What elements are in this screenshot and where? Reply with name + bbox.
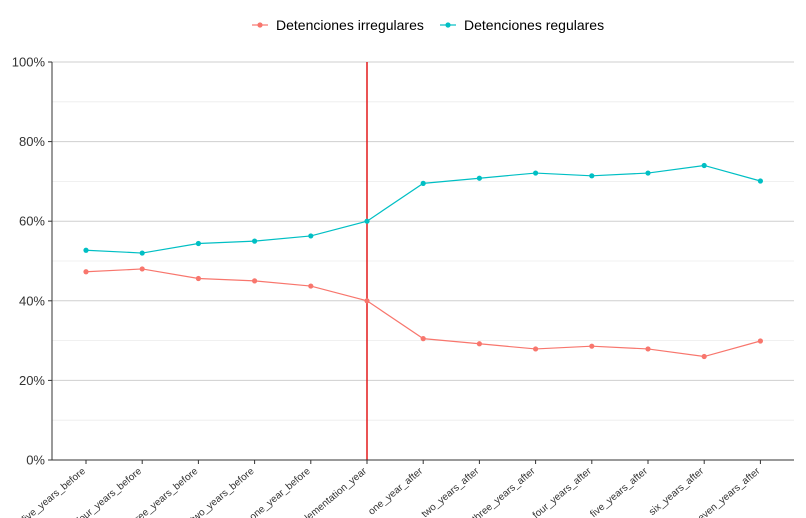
legend: Detenciones irregulares Detenciones regul…	[252, 17, 604, 33]
data-point	[364, 298, 370, 304]
x-tick-label: five_years_after	[588, 465, 650, 518]
data-point	[420, 336, 426, 342]
x-axis-ticks: five_years_beforefour_years_beforethree_…	[20, 460, 763, 518]
series-2	[83, 162, 764, 256]
data-point	[252, 278, 258, 284]
gridlines	[52, 61, 794, 461]
plot-panel	[51, 61, 794, 461]
data-point	[364, 218, 370, 224]
data-point	[139, 250, 145, 256]
data-point	[645, 170, 651, 176]
x-tick-label: one_year_before	[248, 466, 313, 518]
x-tick-label: six_years_after	[647, 465, 707, 517]
legend-label: Detenciones regulares	[464, 17, 604, 33]
y-tick-label: 0%	[26, 453, 45, 468]
data-point	[533, 346, 539, 352]
data-point	[195, 240, 201, 247]
data-point	[589, 173, 595, 179]
y-tick-label: 20%	[19, 373, 45, 388]
data-point	[476, 175, 482, 181]
x-tick-label: one_year_after	[367, 465, 426, 517]
y-axis-ticks: 0% 20% 40% 60% 80% 100%	[12, 55, 52, 468]
data-point	[533, 170, 539, 176]
data-point	[83, 247, 89, 253]
data-point	[420, 180, 426, 186]
y-tick-label: 100%	[12, 55, 46, 70]
data-point	[757, 338, 764, 344]
y-tick-label: 80%	[19, 134, 45, 149]
legend-label: Detenciones irregulares	[276, 17, 424, 33]
data-point	[308, 283, 314, 289]
series-layer	[83, 162, 764, 360]
legend-item: Detenciones irregulares	[252, 17, 424, 33]
legend-key-point	[257, 22, 263, 28]
legend-item: Detenciones regulares	[440, 17, 604, 33]
data-point	[308, 233, 314, 239]
series-1	[83, 266, 764, 360]
data-point	[83, 269, 89, 275]
data-point	[757, 178, 764, 184]
y-tick-label: 40%	[19, 293, 45, 308]
y-tick-label: 60%	[19, 214, 45, 229]
series-line	[85, 268, 761, 358]
x-tick-label: five_years_before	[20, 466, 88, 518]
data-point	[476, 341, 482, 347]
data-point	[195, 275, 201, 282]
legend-key-point	[445, 22, 451, 28]
data-point	[139, 266, 145, 272]
x-tick-label: two_years_after	[420, 465, 482, 518]
data-point	[252, 238, 258, 244]
x-tick-label: three_years_after	[470, 465, 538, 518]
x-tick-label: four_years_after	[531, 465, 594, 518]
data-point	[701, 353, 707, 360]
data-point	[589, 343, 595, 349]
series-line	[85, 164, 761, 254]
data-point	[645, 346, 651, 352]
data-point	[701, 162, 707, 169]
